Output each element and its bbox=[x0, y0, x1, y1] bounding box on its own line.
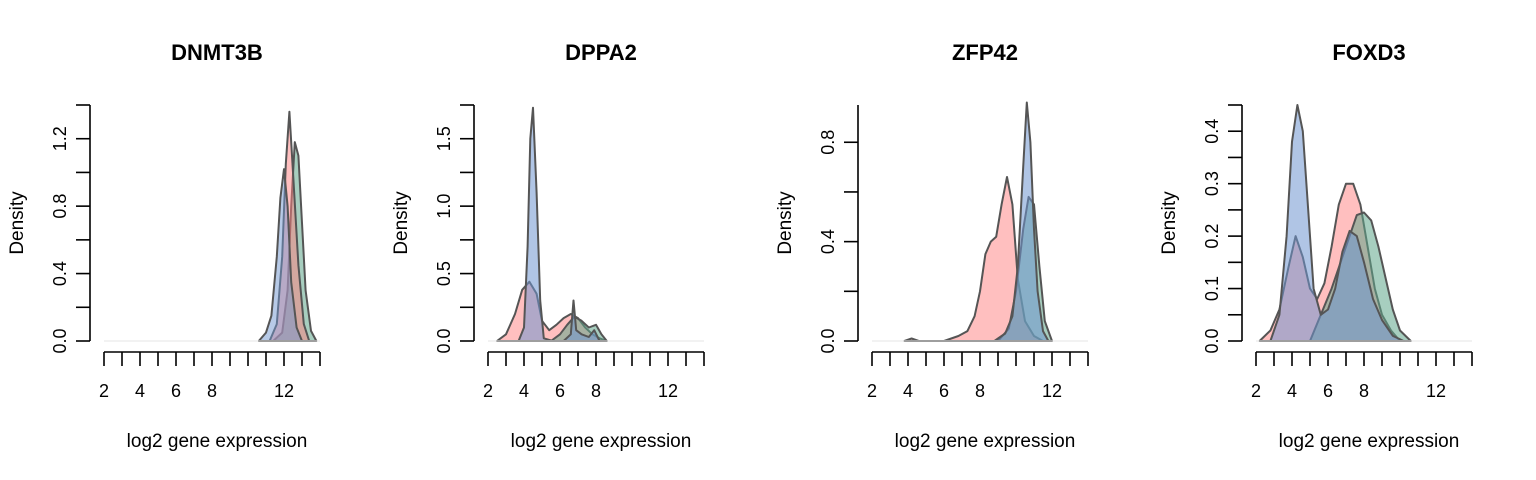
y-tick-label: 0.0 bbox=[818, 328, 838, 353]
x-tick-label: 4 bbox=[1287, 381, 1297, 401]
panel-title: DNMT3B bbox=[171, 40, 263, 65]
panel-zfp42: ZFP42 Density log2 gene expression 0.0 0.4 0.… bbox=[775, 40, 1089, 452]
density-area-blue bbox=[517, 106, 601, 342]
y-tick-label: 1.2 bbox=[50, 126, 70, 151]
x-axis-label: log2 gene expression bbox=[127, 431, 308, 452]
x-tick-label: 6 bbox=[171, 381, 181, 401]
x-tick-label: 4 bbox=[519, 381, 529, 401]
panel-title: ZFP42 bbox=[952, 40, 1018, 65]
x-tick-label: 6 bbox=[939, 381, 949, 401]
x-tick-label: 12 bbox=[1426, 381, 1446, 401]
y-tick-label: 1.5 bbox=[434, 126, 454, 151]
x-tick-label: 8 bbox=[591, 381, 601, 401]
y-tick-label: 0.1 bbox=[1202, 276, 1222, 301]
panel-dnmt3b: DNMT3B Density log2 gene expression 0.0 0.4 0… bbox=[7, 40, 321, 452]
x-tick-label: 12 bbox=[274, 381, 294, 401]
density-area-blue bbox=[993, 101, 1050, 342]
x-tick-label: 2 bbox=[483, 381, 493, 401]
x-tick-label: 2 bbox=[867, 381, 877, 401]
x-axis-label: log2 gene expression bbox=[511, 431, 692, 452]
y-axis-label: Density bbox=[7, 191, 28, 255]
x-tick-label: 2 bbox=[99, 381, 109, 401]
x-axis-label: log2 gene expression bbox=[895, 431, 1076, 452]
y-tick-label: 0.4 bbox=[50, 261, 70, 286]
y-tick-label: 0.0 bbox=[434, 328, 454, 353]
y-tick-label: 0.5 bbox=[434, 261, 454, 286]
y-tick-label: 0.0 bbox=[1202, 328, 1222, 353]
x-tick-label: 4 bbox=[135, 381, 145, 401]
y-tick-label: 0.8 bbox=[50, 194, 70, 219]
x-tick-label: 12 bbox=[1042, 381, 1062, 401]
panel-foxd3: FOXD3 Density log2 gene expression 0.0 0.1 0.… bbox=[1159, 40, 1473, 452]
x-tick-label: 8 bbox=[975, 381, 985, 401]
y-tick-label: 0.0 bbox=[50, 328, 70, 353]
x-tick-label: 6 bbox=[1323, 381, 1333, 401]
x-tick-label: 12 bbox=[658, 381, 678, 401]
panel-title: DPPA2 bbox=[565, 40, 637, 65]
panel-dppa2: DPPA2 Density log2 gene expression 0.0 0.5 1.… bbox=[391, 40, 705, 452]
density-area-blue bbox=[1269, 104, 1405, 342]
x-tick-label: 4 bbox=[903, 381, 913, 401]
y-tick-label: 0.8 bbox=[818, 130, 838, 155]
x-tick-label: 2 bbox=[1251, 381, 1261, 401]
x-tick-label: 6 bbox=[555, 381, 565, 401]
x-axis-label: log2 gene expression bbox=[1279, 431, 1460, 452]
y-axis-label: Density bbox=[1159, 191, 1180, 255]
y-tick-label: 0.3 bbox=[1202, 171, 1222, 196]
y-axis-label: Density bbox=[391, 191, 412, 255]
y-tick-label: 0.4 bbox=[1202, 119, 1222, 144]
x-tick-label: 8 bbox=[1359, 381, 1369, 401]
y-tick-label: 1.0 bbox=[434, 194, 454, 219]
panel-title: FOXD3 bbox=[1332, 40, 1405, 65]
y-axis-label: Density bbox=[775, 191, 796, 255]
x-tick-label: 8 bbox=[207, 381, 217, 401]
y-tick-label: 0.2 bbox=[1202, 224, 1222, 249]
density-area-blue bbox=[257, 168, 303, 342]
y-tick-label: 0.4 bbox=[818, 229, 838, 254]
